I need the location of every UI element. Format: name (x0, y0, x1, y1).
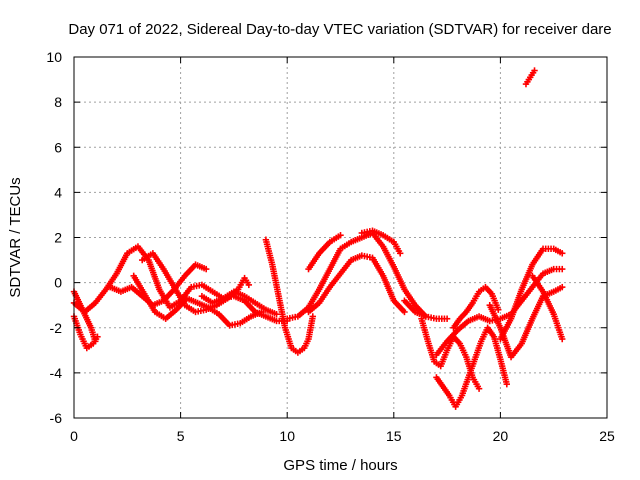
data-point (559, 335, 566, 343)
data-point (401, 308, 408, 316)
data-point (396, 250, 404, 257)
data-point (531, 67, 538, 74)
series-sat-k (305, 252, 408, 316)
data-point (245, 281, 253, 289)
data-point (559, 250, 566, 257)
x-axis: 0 5 10 15 20 25 (70, 57, 615, 444)
series-sat-o (433, 324, 510, 410)
data-point (559, 283, 566, 291)
data-point (202, 265, 210, 273)
series-sat-p (450, 283, 502, 331)
series-sat-l (358, 227, 404, 257)
x-tick-label: 10 (279, 428, 295, 444)
data-point (443, 315, 451, 322)
series-sat-t (529, 272, 566, 343)
data-point (92, 338, 99, 345)
data-point (475, 385, 483, 392)
series-sat-s (497, 245, 566, 343)
data-point (495, 306, 502, 313)
y-tick-label: 10 (46, 49, 62, 65)
y-tick-label: -6 (50, 410, 63, 426)
x-tick-label: 20 (493, 428, 509, 444)
y-axis: -6 -4 -2 0 2 4 6 8 10 (46, 49, 607, 426)
data-point (559, 265, 566, 273)
data-layer (70, 67, 566, 410)
y-tick-label: -4 (50, 365, 63, 381)
x-axis-label: GPS time / hours (283, 457, 397, 474)
y-tick-label: 8 (54, 94, 62, 110)
y-tick-label: 6 (54, 139, 62, 155)
y-tick-label: 2 (54, 230, 62, 246)
series-sat-i (284, 229, 429, 322)
series-sat-h (262, 236, 316, 356)
y-axis-label: SDTVAR / TECUs (7, 177, 24, 297)
x-tick-label: 15 (386, 428, 402, 444)
x-tick-label: 0 (70, 428, 78, 444)
x-tick-label: 5 (177, 428, 185, 444)
data-point (503, 380, 510, 388)
data-point (337, 232, 344, 239)
x-tick-label: 25 (599, 428, 615, 444)
series-sat-j (305, 232, 344, 273)
y-tick-label: 4 (54, 184, 62, 200)
data-point (273, 311, 280, 318)
chart-title: Day 071 of 2022, Sidereal Day-to-day VTE… (68, 21, 611, 38)
series-sat-g (198, 288, 280, 318)
series-sat-a (70, 243, 291, 325)
series-sat-n (418, 315, 483, 392)
y-tick-label: 0 (54, 275, 62, 291)
y-tick-label: -2 (50, 320, 63, 336)
data-point (309, 313, 316, 320)
series-sat-m (401, 297, 451, 322)
series-sat-u (522, 67, 538, 88)
